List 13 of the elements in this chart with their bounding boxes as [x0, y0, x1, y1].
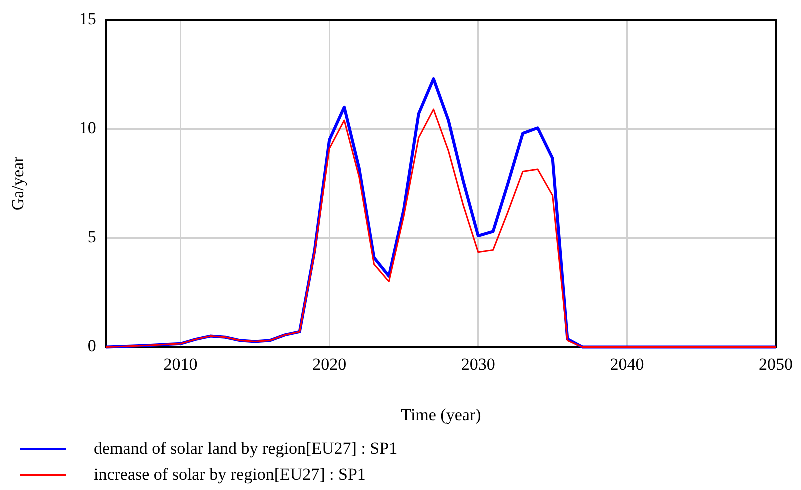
- y-tick-label: 10: [79, 118, 96, 138]
- x-tick-label: 2010: [164, 354, 198, 374]
- x-tick-label: 2030: [461, 354, 496, 374]
- y-tick-label: 0: [88, 336, 96, 356]
- legend-label: increase of solar by region[EU27] : SP1: [94, 465, 366, 485]
- x-tick-label: 2050: [759, 354, 793, 374]
- y-axis-title: Ga/year: [8, 156, 28, 211]
- legend-label: demand of solar land by region[EU27] : SP1: [94, 439, 398, 459]
- x-axis-title: Time (year): [401, 405, 482, 424]
- y-tick-label: 15: [79, 10, 96, 29]
- y-tick-label: 5: [88, 228, 96, 247]
- x-tick-label: 2020: [312, 354, 347, 374]
- x-tick-label: 2040: [610, 354, 644, 374]
